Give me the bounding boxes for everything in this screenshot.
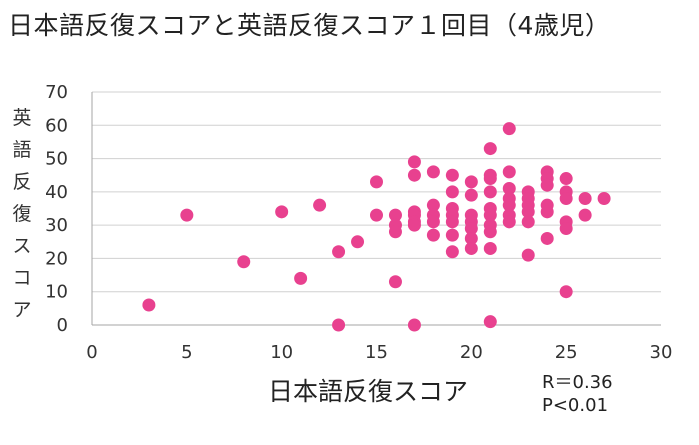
y-tick-label: 60 [45, 115, 68, 136]
x-tick-label: 30 [650, 342, 673, 363]
y-axis-label-char: ア [12, 299, 32, 321]
y-tick-label: 20 [45, 248, 68, 269]
data-point [388, 225, 402, 239]
y-tick-label: 0 [57, 315, 68, 336]
y-axis-label-char: 反 [12, 171, 32, 193]
data-point [483, 315, 497, 329]
data-point [483, 225, 497, 239]
data-point [275, 205, 289, 219]
data-point [540, 205, 554, 219]
data-point [502, 215, 516, 229]
data-point [483, 142, 497, 156]
y-tick-label: 50 [45, 149, 68, 170]
data-point [407, 168, 421, 182]
data-point [502, 182, 516, 196]
data-point [426, 165, 440, 179]
data-point [502, 165, 516, 179]
data-point [464, 188, 478, 202]
data-point [559, 172, 573, 186]
y-tick-label: 40 [45, 182, 68, 203]
data-point [540, 178, 554, 192]
data-point [445, 245, 459, 259]
data-point [464, 231, 478, 245]
data-point [521, 215, 535, 229]
x-tick-label: 10 [270, 342, 293, 363]
y-axis-label-char: 復 [12, 203, 32, 225]
data-point [502, 198, 516, 212]
data-point [559, 192, 573, 206]
correlation-r: R＝0.36 [542, 372, 613, 393]
data-point [578, 208, 592, 222]
data-point [521, 205, 535, 219]
p-value: P<0.01 [542, 395, 609, 416]
x-tick-label: 15 [365, 342, 388, 363]
y-tick-label: 30 [45, 215, 68, 236]
data-point [407, 318, 421, 332]
x-tick-label: 25 [555, 342, 578, 363]
chart-title: 日本語反復スコアと英語反復スコア１回目（4歳児） [8, 11, 611, 40]
data-point [332, 245, 346, 259]
data-point [483, 172, 497, 186]
data-point [559, 221, 573, 235]
data-point [426, 215, 440, 229]
data-point [407, 218, 421, 232]
data-point [237, 255, 251, 269]
data-point [388, 208, 402, 222]
data-point [313, 198, 327, 212]
y-tick-label: 70 [45, 82, 68, 103]
data-point [483, 208, 497, 222]
data-point [426, 198, 440, 212]
data-point [407, 155, 421, 169]
data-point [445, 228, 459, 242]
y-axis-label: 英語反復スコア [10, 102, 34, 326]
data-point [559, 285, 573, 299]
data-point [464, 241, 478, 255]
data-point [332, 318, 346, 332]
data-point [597, 192, 611, 206]
y-tick-label: 10 [45, 282, 68, 303]
data-point [445, 185, 459, 199]
y-axis-label-char: 語 [12, 139, 32, 161]
data-point [540, 231, 554, 245]
data-point [502, 122, 516, 136]
x-tick-label: 20 [460, 342, 483, 363]
data-point [483, 241, 497, 255]
y-axis-label-char: ス [12, 235, 32, 257]
data-point [426, 228, 440, 242]
data-point [521, 248, 535, 262]
data-point [294, 271, 308, 285]
x-tick-label: 5 [181, 342, 192, 363]
data-point [445, 168, 459, 182]
data-point [445, 215, 459, 229]
x-tick-label: 0 [86, 342, 97, 363]
stats-annotation: R＝0.36 P<0.01 [542, 371, 613, 417]
y-axis-label-char: 英 [12, 107, 32, 129]
data-point [142, 298, 156, 312]
data-point [578, 192, 592, 206]
data-point [464, 221, 478, 235]
y-axis-label-char: コ [12, 267, 32, 289]
data-point [351, 235, 365, 249]
data-point [464, 175, 478, 189]
data-point [370, 208, 383, 222]
data-point [483, 185, 497, 199]
data-point [370, 175, 383, 189]
x-axis-label: 日本語反復スコア [268, 377, 469, 406]
data-point [180, 208, 194, 222]
data-point [388, 275, 402, 289]
